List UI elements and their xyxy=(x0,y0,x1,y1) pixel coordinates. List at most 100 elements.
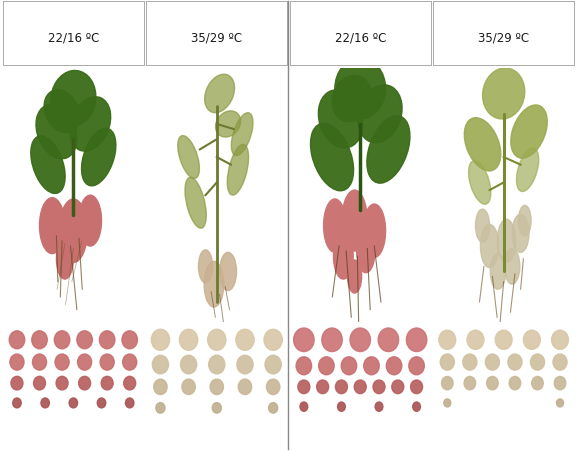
Ellipse shape xyxy=(31,137,65,194)
Ellipse shape xyxy=(209,355,225,374)
Text: 22/16 ºC: 22/16 ºC xyxy=(48,31,99,44)
Ellipse shape xyxy=(9,331,25,349)
Ellipse shape xyxy=(495,331,512,350)
Ellipse shape xyxy=(153,379,167,395)
Ellipse shape xyxy=(554,377,566,390)
Ellipse shape xyxy=(310,124,354,191)
Ellipse shape xyxy=(227,145,249,196)
Ellipse shape xyxy=(358,86,402,143)
Ellipse shape xyxy=(516,148,539,192)
Ellipse shape xyxy=(152,355,168,374)
Bar xyxy=(158,443,172,444)
Ellipse shape xyxy=(13,398,21,408)
Ellipse shape xyxy=(298,380,310,394)
Ellipse shape xyxy=(238,379,252,395)
Text: 35/29 ºC: 35/29 ºC xyxy=(191,31,242,44)
Ellipse shape xyxy=(36,105,77,160)
Ellipse shape xyxy=(98,398,106,408)
Ellipse shape xyxy=(210,379,223,395)
Bar xyxy=(444,310,459,313)
Bar xyxy=(14,310,28,313)
Ellipse shape xyxy=(77,331,92,349)
Ellipse shape xyxy=(123,377,136,390)
Ellipse shape xyxy=(504,249,520,285)
Ellipse shape xyxy=(205,75,234,114)
Ellipse shape xyxy=(363,205,385,258)
Bar xyxy=(301,443,315,444)
Ellipse shape xyxy=(215,111,241,138)
Ellipse shape xyxy=(57,239,73,280)
Ellipse shape xyxy=(335,380,347,394)
Bar xyxy=(444,443,459,444)
Ellipse shape xyxy=(335,59,385,120)
Text: 35/29 ºC: 35/29 ºC xyxy=(478,31,529,44)
Ellipse shape xyxy=(512,215,529,253)
Ellipse shape xyxy=(39,198,65,254)
Ellipse shape xyxy=(497,220,516,263)
Bar xyxy=(301,310,315,313)
Ellipse shape xyxy=(490,254,506,290)
Ellipse shape xyxy=(185,178,207,229)
Ellipse shape xyxy=(156,403,165,413)
Ellipse shape xyxy=(469,161,491,205)
Ellipse shape xyxy=(523,331,540,350)
Ellipse shape xyxy=(378,328,399,352)
Ellipse shape xyxy=(99,331,115,349)
Ellipse shape xyxy=(332,76,372,123)
Ellipse shape xyxy=(342,191,368,252)
Ellipse shape xyxy=(231,114,253,156)
Ellipse shape xyxy=(32,354,47,370)
Ellipse shape xyxy=(322,328,342,352)
Ellipse shape xyxy=(464,377,475,390)
Ellipse shape xyxy=(319,91,362,148)
Ellipse shape xyxy=(208,330,226,350)
Ellipse shape xyxy=(475,210,489,243)
Ellipse shape xyxy=(552,331,568,350)
Ellipse shape xyxy=(100,354,114,370)
Ellipse shape xyxy=(406,328,427,352)
Ellipse shape xyxy=(409,357,424,375)
Text: 22/16 ºC: 22/16 ºC xyxy=(335,31,386,44)
Ellipse shape xyxy=(125,398,134,408)
Ellipse shape xyxy=(237,355,253,374)
Ellipse shape xyxy=(267,379,280,395)
Ellipse shape xyxy=(10,354,24,370)
Ellipse shape xyxy=(553,354,567,370)
Ellipse shape xyxy=(350,328,370,352)
Ellipse shape xyxy=(294,328,314,352)
Ellipse shape xyxy=(508,354,522,370)
Ellipse shape xyxy=(509,377,520,390)
Ellipse shape xyxy=(486,377,498,390)
Ellipse shape xyxy=(519,206,531,236)
Ellipse shape xyxy=(212,403,222,413)
Ellipse shape xyxy=(354,380,366,394)
Ellipse shape xyxy=(11,377,23,390)
Ellipse shape xyxy=(32,331,47,349)
Ellipse shape xyxy=(467,331,484,350)
Ellipse shape xyxy=(77,354,92,370)
Ellipse shape xyxy=(123,354,137,370)
Ellipse shape xyxy=(33,377,46,390)
Ellipse shape xyxy=(357,230,375,273)
Ellipse shape xyxy=(59,199,88,263)
Ellipse shape xyxy=(268,403,278,413)
Ellipse shape xyxy=(440,354,454,370)
Ellipse shape xyxy=(347,260,362,294)
Ellipse shape xyxy=(41,398,50,408)
Ellipse shape xyxy=(482,69,524,120)
Ellipse shape xyxy=(511,106,547,159)
Ellipse shape xyxy=(81,129,116,186)
Ellipse shape xyxy=(79,196,102,246)
Ellipse shape xyxy=(464,119,501,171)
Ellipse shape xyxy=(373,380,385,394)
Ellipse shape xyxy=(55,354,69,370)
Ellipse shape xyxy=(44,91,80,133)
Ellipse shape xyxy=(296,357,312,375)
Ellipse shape xyxy=(463,354,477,370)
Bar xyxy=(14,443,28,444)
Ellipse shape xyxy=(481,225,499,268)
Ellipse shape xyxy=(122,331,137,349)
Ellipse shape xyxy=(220,253,237,291)
Ellipse shape xyxy=(324,199,346,253)
Ellipse shape xyxy=(101,377,113,390)
